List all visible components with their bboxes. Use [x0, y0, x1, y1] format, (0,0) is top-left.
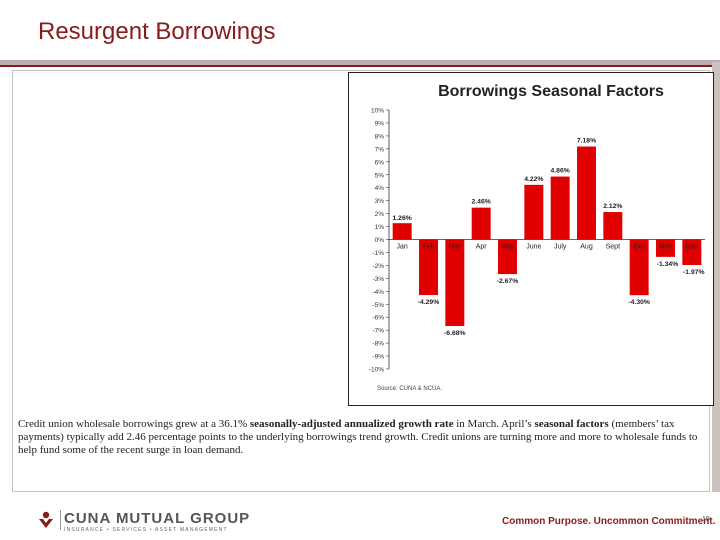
- bar: [524, 184, 544, 240]
- y-tick-label: -7%: [372, 328, 384, 335]
- x-category-label: Mar: [449, 244, 462, 251]
- y-tick-label: 6%: [375, 159, 385, 166]
- data-label: -2.67%: [497, 278, 519, 285]
- data-label: 7.18%: [577, 138, 596, 145]
- cuna-logo-icon: [39, 511, 53, 528]
- y-tick-label: 10%: [371, 108, 384, 115]
- header-rule: [0, 60, 720, 67]
- side-rule: [712, 62, 720, 492]
- data-label: 4.86%: [551, 168, 570, 175]
- x-category-label: Sept: [606, 244, 620, 251]
- y-tick-label: 0%: [375, 237, 385, 244]
- y-tick-label: -2%: [372, 263, 384, 270]
- data-label: -1.97%: [683, 269, 705, 276]
- y-tick-label: 9%: [375, 120, 385, 127]
- data-label: 2.46%: [472, 199, 491, 206]
- chart-panel: Borrowings Seasonal Factors 10% 9% 8% 7% 6% 5…: [348, 72, 714, 406]
- data-label: 1.26%: [393, 215, 412, 222]
- chart-title: Borrowings Seasonal Factors: [438, 83, 664, 100]
- y-tick-label: -10%: [369, 367, 384, 374]
- x-category-label: May: [501, 244, 515, 251]
- x-category-label: July: [554, 244, 567, 251]
- logo-name: CUNA MUTUAL GROUP: [64, 510, 251, 527]
- y-tick-label: 5%: [375, 172, 385, 179]
- body-emphasis: seasonally-adjusted annualized growth ra…: [249, 418, 454, 430]
- bar: [445, 239, 465, 327]
- y-tick-label: -6%: [372, 315, 384, 322]
- bar: [471, 207, 491, 240]
- y-tick-label: -8%: [372, 341, 384, 348]
- data-label: 4.22%: [524, 176, 543, 183]
- x-category-label: Dec: [686, 244, 699, 251]
- data-label: -1.34%: [657, 261, 679, 268]
- x-category-label: Nov: [659, 244, 672, 251]
- chart-source: Source: CUNA & NCUA.: [377, 386, 443, 392]
- x-category-label: Oct: [634, 244, 645, 251]
- bar: [682, 239, 702, 266]
- bar: [498, 239, 517, 275]
- y-tick-label: 2%: [375, 211, 385, 218]
- x-category-label: June: [526, 244, 541, 251]
- data-label: -6.68%: [444, 330, 466, 337]
- data-label: -4.30%: [628, 299, 650, 306]
- bar-chart: 10% 9% 8% 7% 6% 5% 4% 3% 2% 1% 0% -1% -2% -3% -4% -5% -6…: [369, 108, 705, 374]
- y-tick-label: -4%: [372, 289, 384, 296]
- y-tick-label: 1%: [375, 224, 385, 231]
- slide-title: Resurgent Borrowings: [38, 18, 276, 45]
- y-tick-label: 7%: [375, 146, 385, 153]
- y-tick-label: 3%: [375, 198, 385, 205]
- x-category-label: Feb: [422, 244, 434, 251]
- footer: CUNA MUTUAL GROUP INSURANCE • SERVICES •…: [0, 500, 720, 540]
- x-category-label: Apr: [476, 244, 488, 251]
- bar: [629, 239, 649, 296]
- footer-slogan: Common Purpose. Uncommon Commitment.: [502, 516, 716, 527]
- bar: [656, 239, 675, 257]
- y-tick-label: 4%: [375, 185, 385, 192]
- x-category-label: Jan: [397, 244, 408, 251]
- bar: [577, 146, 596, 240]
- data-label: 2.12%: [603, 203, 622, 210]
- bar: [550, 176, 570, 240]
- data-label: -4.29%: [418, 299, 440, 306]
- logo-tagline: INSURANCE • SERVICES • ASSET MANAGEMENT: [64, 527, 228, 533]
- y-tick-label: -3%: [372, 276, 384, 283]
- y-tick-label: -5%: [372, 302, 384, 309]
- y-tick-label: 8%: [375, 133, 385, 140]
- bar: [419, 239, 438, 296]
- bar: [392, 223, 412, 240]
- y-tick-label: -9%: [372, 354, 384, 361]
- bar: [603, 212, 623, 240]
- body-text-run: (members’ tax payments) typically add 2.…: [18, 418, 698, 456]
- body-emphasis: seasonal factors: [534, 418, 609, 430]
- y-tick-label: -1%: [372, 250, 384, 257]
- body-text-run: Credit union wholesale borrowings grew a…: [18, 418, 250, 430]
- body-paragraph: Credit union wholesale borrowings grew a…: [18, 418, 710, 457]
- logo-separator: [60, 510, 61, 530]
- page-number: 19: [702, 516, 710, 523]
- x-category-label: Aug: [580, 244, 593, 251]
- body-text-run: in March. April’s: [453, 418, 535, 430]
